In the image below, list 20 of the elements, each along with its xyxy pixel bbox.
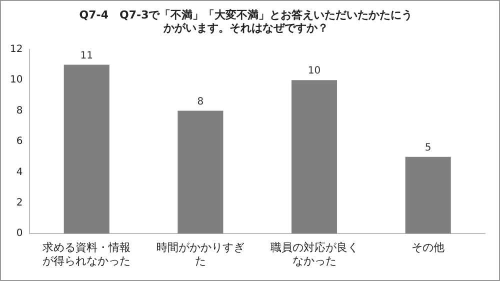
data-label: 8 bbox=[197, 96, 204, 108]
bar bbox=[64, 64, 110, 234]
data-label: 5 bbox=[424, 142, 432, 154]
y-tick-label: 10 bbox=[10, 74, 23, 86]
data-label: 10 bbox=[308, 66, 321, 77]
y-tick-label: 6 bbox=[16, 136, 23, 148]
x-tick-label: 求める資料・情報が得られなかった bbox=[42, 241, 131, 268]
bar bbox=[292, 80, 338, 234]
x-tick-label: その他 bbox=[412, 241, 445, 254]
y-tick-label: 2 bbox=[16, 197, 23, 208]
x-tick-label: 時間がかかりすぎた bbox=[156, 241, 244, 268]
y-tick-label: 8 bbox=[16, 105, 23, 116]
x-tick-label: 職員の対応が良くなかった bbox=[270, 241, 358, 268]
y-tick-label: 0 bbox=[16, 228, 23, 240]
bar bbox=[405, 156, 451, 234]
y-tick-label: 12 bbox=[10, 44, 23, 55]
data-label: 11 bbox=[80, 50, 93, 62]
chart-title: Q7-4 Q7-3で「不満」「大変不満」とお答えいただいたかたにうかがいます。それはなぜですか？ bbox=[79, 8, 413, 35]
y-tick-label: 4 bbox=[16, 166, 23, 178]
bar bbox=[178, 110, 224, 234]
